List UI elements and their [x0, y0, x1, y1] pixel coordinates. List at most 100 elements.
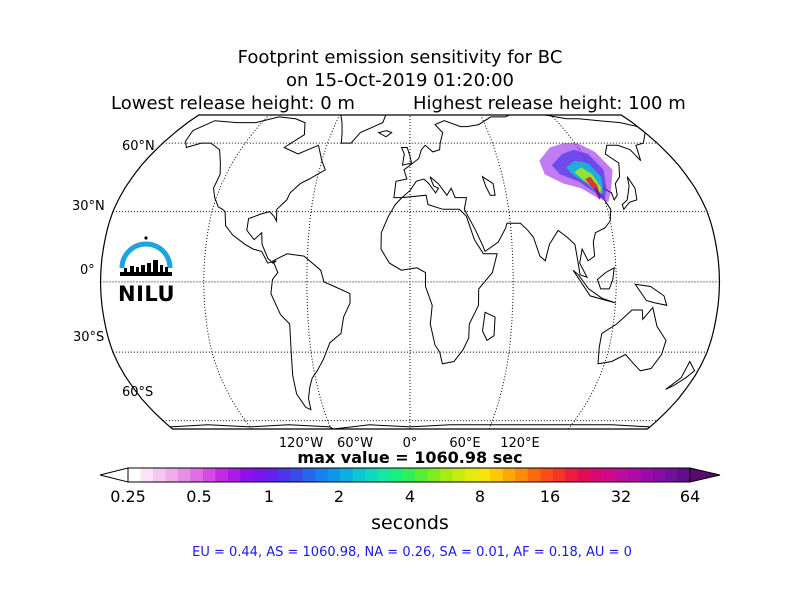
colorbar-label: seconds: [371, 512, 449, 534]
colorbar-tick: 8: [474, 487, 486, 506]
coastline-greenland: [330, 115, 388, 144]
colorbar-cell: [402, 468, 416, 482]
lon-label-0: 0°: [402, 436, 418, 451]
coastline-new-guinea: [634, 283, 668, 306]
nilu-logo-text: NILU: [118, 282, 176, 306]
colorbar-cell: [390, 468, 404, 482]
colorbar-cell: [377, 468, 391, 482]
coastline-iceland: [377, 130, 393, 138]
plot-title-date: on 15-Oct-2019 01:20:00: [285, 70, 515, 91]
colorbar-tick: 64: [679, 487, 701, 506]
colorbar-cell: [202, 468, 216, 482]
coastline-south-america: [270, 253, 351, 411]
colorbar-cell: [652, 468, 666, 482]
coastline-borneo: [596, 266, 615, 290]
plot-title-line1: Footprint emission sensitivity for BC: [237, 47, 563, 68]
colorbar-cell: [215, 468, 229, 482]
colorbar-cell: [128, 468, 141, 482]
colorbar-cell: [152, 468, 166, 482]
colorbar-cell: [365, 468, 379, 482]
colorbar-cell: [227, 468, 241, 482]
colorbar-cell: [440, 468, 454, 482]
colorbar-cell: [252, 468, 266, 482]
longitude-line: [306, 115, 341, 429]
coastline-north-america: [185, 116, 326, 264]
lat-label-60n: 60°N: [122, 139, 155, 154]
colorbar-cell: [415, 468, 429, 482]
colorbar-cell: [165, 468, 179, 482]
colorbar-tick: 1: [263, 487, 275, 506]
colorbar-cell: [315, 468, 329, 482]
colorbar-cell: [640, 468, 653, 482]
colorbar-cell: [340, 468, 354, 482]
coastline-madagascar: [481, 311, 496, 342]
colorbar-cell: [490, 468, 503, 482]
colorbar-cell: [277, 468, 291, 482]
nilu-logo-icon: [119, 236, 173, 276]
colorbar-cell: [552, 468, 566, 482]
colorbar-cell: [465, 468, 478, 482]
lowest-release-height: Lowest release height: 0 m: [111, 93, 355, 114]
coastline-africa: [380, 194, 498, 365]
colorbar-tick: 0.5: [186, 487, 212, 506]
colorbar-cell: [477, 468, 491, 482]
colorbar-tick: 2: [333, 487, 345, 506]
longitude-line: [479, 115, 514, 429]
colorbar-cell: [302, 468, 316, 482]
colorbar-cell: [190, 468, 204, 482]
lon-label-60w: 60°W: [337, 436, 373, 451]
colorbar-cell: [140, 468, 154, 482]
lat-label-30s: 30°S: [73, 330, 105, 345]
colorbar-cell: [677, 468, 691, 482]
coastline-europe-asia: [393, 115, 646, 279]
colorbar-cell: [177, 468, 191, 482]
colorbar-cell: [590, 468, 603, 482]
colorbar-cell: [352, 468, 366, 482]
colorbar-tick: 0.25: [110, 487, 146, 506]
colorbar-cell: [502, 468, 516, 482]
region-statistics: EU = 0.44, AS = 1060.98, NA = 0.26, SA =…: [192, 545, 632, 560]
colorbar-tick: 32: [610, 487, 632, 506]
coastlines: [170, 115, 696, 429]
colorbar-cell: [327, 468, 341, 482]
colorbar-cell: [627, 468, 641, 482]
colorbar-cell: [427, 468, 441, 482]
coastline-new-zealand: [665, 360, 696, 390]
coastline-antarctica: [170, 424, 650, 429]
colorbar-tick: 4: [404, 487, 416, 506]
highest-release-height: Highest release height: 100 m: [413, 93, 686, 114]
colorbar-over-arrow: [689, 467, 721, 483]
colorbar-frame: [127, 467, 691, 483]
lon-label-120w: 120°W: [278, 436, 324, 451]
colorbar-cell: [602, 468, 616, 482]
colorbar-tick: 16: [539, 487, 561, 506]
colorbar-cell: [540, 468, 553, 482]
coastline-australia: [597, 306, 667, 372]
map-boundary: [99, 114, 721, 430]
colorbar-cell: [515, 468, 528, 482]
colorbar-under-arrow: [99, 467, 129, 483]
lon-label-60e: 60°E: [449, 436, 481, 451]
colorbar-cell: [565, 468, 578, 482]
colorbar-cell: [665, 468, 678, 482]
colorbar-cell: [290, 468, 304, 482]
colorbar-cell: [527, 468, 541, 482]
colorbar-cell: [240, 468, 254, 482]
coastline-indonesia: [572, 269, 616, 304]
plume-band: [593, 188, 602, 200]
colorbar-cell: [452, 468, 466, 482]
colorbar-cell: [615, 468, 628, 482]
lat-label-0: 0°: [80, 263, 95, 278]
coastline-caspian: [481, 175, 496, 196]
coastline-uk: [400, 147, 413, 166]
colorbar-cell: [265, 468, 279, 482]
lon-label-120e: 120°E: [500, 436, 540, 451]
coastline-japan: [621, 176, 638, 211]
footprint-plume: [539, 143, 613, 203]
max-value: max value = 1060.98 sec: [297, 448, 523, 467]
lat-label-30n: 30°N: [72, 199, 105, 214]
colorbar-cell: [577, 468, 591, 482]
lat-label-60s: 60°S: [122, 385, 154, 400]
